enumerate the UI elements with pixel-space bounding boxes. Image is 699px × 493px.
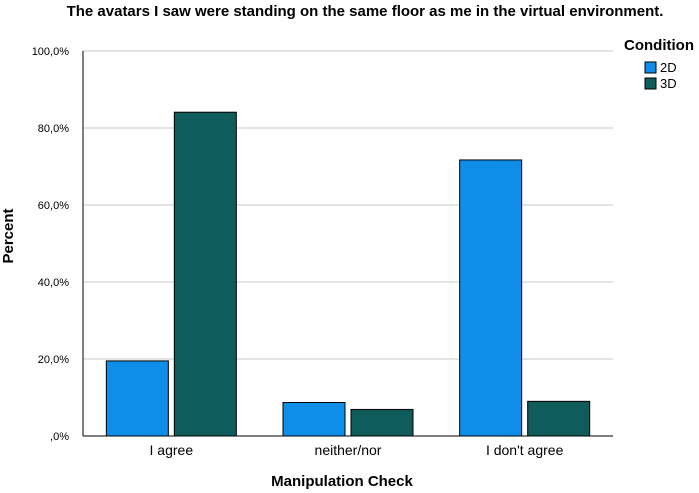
legend-title: Condition <box>624 37 694 54</box>
y-tick-label: 40,0% <box>38 277 69 289</box>
y-tick-label: ,0% <box>50 431 69 443</box>
legend-label-3d: 3D <box>660 76 677 91</box>
y-tick-label: 60,0% <box>38 200 69 212</box>
bar-2d-2 <box>282 402 346 437</box>
legend-label-2d: 2D <box>660 60 677 75</box>
chart-title: The avatars I saw were standing on the s… <box>67 3 664 20</box>
bar-3d-1 <box>173 111 237 437</box>
x-category-label: I don't agree <box>486 442 564 458</box>
x-category-label: I agree <box>150 442 194 458</box>
legend-swatch-2d <box>644 61 657 74</box>
bar-2d-3 <box>459 159 523 437</box>
y-tick-label: 100,0% <box>32 46 70 58</box>
bar-2d-1 <box>105 360 169 437</box>
y-tick-label: 20,0% <box>38 354 69 366</box>
legend-swatch-3d <box>644 77 657 90</box>
axes <box>82 51 613 437</box>
y-tick-label: 80,0% <box>38 123 69 135</box>
y-tick-labels: ,0% 20,0% 40,0% 60,0% 80,0% 100,0% <box>32 46 70 443</box>
y-axis-title: Percent <box>0 208 17 263</box>
x-category-labels: I agree neither/nor I don't agree <box>150 442 564 458</box>
bars <box>105 111 591 437</box>
x-axis-title: Manipulation Check <box>271 473 413 490</box>
bar-3d-2 <box>350 408 414 437</box>
bar-3d-3 <box>527 400 591 437</box>
gridlines <box>83 50 613 360</box>
x-category-label: neither/nor <box>315 442 382 458</box>
